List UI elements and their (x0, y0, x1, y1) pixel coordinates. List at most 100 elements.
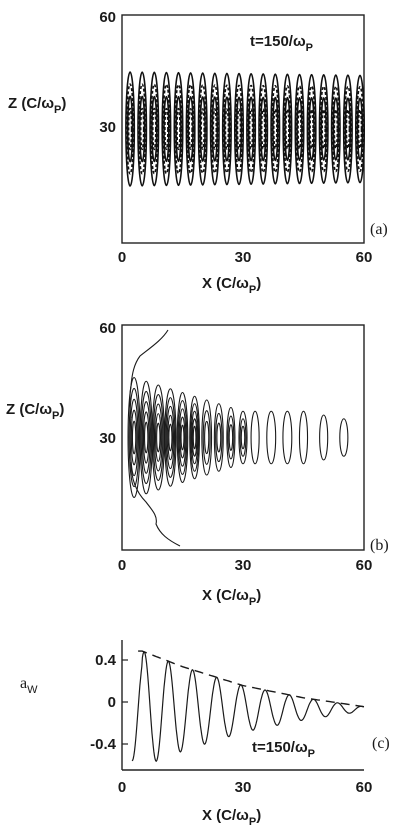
panel-a-contour-ring (234, 84, 244, 174)
panel-a-contour-ring (260, 96, 267, 162)
panel-a-contour-ring (321, 108, 327, 150)
panel-a-contour-ring (185, 72, 196, 186)
panel-b-tag: (b) (370, 537, 389, 554)
panel-a-contour-ring (331, 85, 340, 173)
panel-c-ytick-neg04: -0.4 (90, 736, 117, 753)
panel-b-contour-ring (202, 410, 211, 465)
panel-b-contour-ring (168, 423, 173, 452)
panel-b-contour-ring (179, 416, 186, 459)
panel-a-contour-ring (236, 108, 242, 150)
panel-b-contour-ring (141, 401, 151, 474)
panel-b-ylabel: Z (C/ωP) (6, 401, 64, 422)
panel-a-xtick-60: 60 (356, 249, 373, 266)
panel-a-contour-ring (164, 107, 169, 151)
panel-a-contour-ring (306, 73, 317, 185)
panel-b-contour-ring (238, 410, 248, 465)
panel-a-contour-ring (319, 85, 328, 173)
panel-b-contour-ring (282, 410, 293, 465)
panel-a-ytick-30: 30 (99, 119, 116, 136)
panel-a-contour-ring (342, 74, 353, 184)
panel-a-xtick-0: 0 (118, 249, 126, 266)
panel-a-ylabel: Z (C/ωP) (8, 95, 66, 116)
panel-a-contour-ring (248, 108, 254, 150)
panel-a-contour-ring (285, 108, 290, 150)
panel-b-contour-ring (128, 387, 140, 488)
panel-a-contour-ring (357, 108, 363, 150)
panel-a-contour-ring (187, 96, 194, 162)
panel-a-contour-ring (297, 108, 302, 150)
panel-a-contour-ring (151, 95, 158, 163)
panel-a-contour-ring (139, 95, 146, 163)
panel-b-contour-ring (166, 405, 175, 470)
panel-a-contour-ring (345, 108, 351, 150)
panel-a-contour-ring (295, 85, 304, 173)
panel-a-contour-ring (209, 72, 220, 186)
panel-a-contour-ring (173, 71, 184, 187)
panel-b-contour-ring (131, 420, 137, 455)
panel-a-contour-ring (138, 83, 147, 175)
panel-b-contour-ring (192, 425, 197, 450)
panel-c-annotation: t=150/ωP (252, 739, 315, 760)
panel-a-contour-ring (139, 107, 145, 151)
panel-b-boundary-upper (129, 329, 169, 419)
panel-a-contour-ring (258, 73, 269, 185)
panel-a-contour-ring (272, 108, 278, 150)
panel-b-contour-ring (201, 399, 213, 476)
panel-a-xtick-30: 30 (235, 249, 252, 266)
panel-b-xtick-0: 0 (118, 557, 126, 574)
panel-a-contour-ring (224, 108, 230, 150)
panel-a-contour-ring (356, 97, 364, 161)
panel-a-contour-ring (259, 84, 268, 174)
panel-a-contour-ring (247, 84, 256, 174)
panel-b-contour-ring (152, 393, 164, 482)
panel-a-contour-ring (260, 108, 266, 150)
panel-b-contour-ring (226, 406, 236, 469)
panel-b-contour-ring (155, 413, 162, 462)
panel-b-contour-ring (180, 424, 185, 451)
panel-b-ytick-60: 60 (99, 320, 116, 337)
panel-b-contour-ring (227, 415, 235, 460)
panel-b-contour-ring (191, 418, 198, 457)
panel-a-contour-ring (197, 72, 208, 186)
panel-a-contour-ring (282, 73, 293, 185)
panel-a-contour-ring (309, 108, 314, 150)
panel-b-contour-ring (153, 403, 163, 472)
panel-a-contour-ring (127, 107, 133, 151)
panel-a-contour-ring (211, 96, 219, 162)
panel-c-ylabel: aW (20, 675, 38, 696)
panel-b-contour-ring (266, 410, 277, 465)
panel-b-contour-ring (144, 421, 149, 454)
panel-a-contour-ring (221, 72, 232, 186)
panel-b-xtick-30: 30 (235, 557, 252, 574)
panel-c-xtick-60: 60 (356, 779, 373, 796)
panel-a-contour-ring (283, 85, 292, 173)
panel-a-contour-ring (247, 96, 255, 162)
panel-b-contours (127, 376, 349, 499)
panel-b-contour-ring (319, 414, 329, 461)
panel-a-contour-ring (235, 96, 243, 162)
panel-b-contour-ring (339, 418, 349, 457)
panel-a-ytick-60: 60 (99, 9, 116, 26)
panel-a-contour-ring (200, 108, 205, 150)
panel-a-contour-ring (271, 85, 280, 173)
panel-a-contour-ring (188, 108, 193, 150)
panel-a-contour-ring (125, 71, 136, 187)
panel-a-contour-ring (272, 96, 279, 162)
panel-a-contour-ring (199, 96, 206, 162)
panel-b-ytick-30: 30 (99, 430, 116, 447)
panel-b-contour-ring (298, 410, 309, 465)
panel-b-contour-ring (213, 403, 224, 472)
panel-a-contours (125, 71, 365, 187)
panel-b-contour-ring (176, 391, 189, 484)
panel-b-contour-ring (190, 403, 200, 472)
panel-a-contour-ring (333, 108, 339, 150)
panel-a-contour-ring (126, 95, 134, 163)
panel-a-contour-ring (212, 108, 218, 150)
panel-a-xlabel: X (C/ωP) (202, 275, 261, 296)
panel-a-contour-ring (161, 71, 172, 187)
panel-a-contour-ring (174, 83, 183, 175)
panel-c-ytick-0: 0 (108, 694, 116, 711)
panel-c: 0.4 0 -0.4 aW t=150/ωP 0 30 60 X (C/ωP) … (20, 640, 390, 828)
panel-a-contour-ring (222, 84, 231, 174)
panel-b-contour-ring (190, 410, 199, 465)
